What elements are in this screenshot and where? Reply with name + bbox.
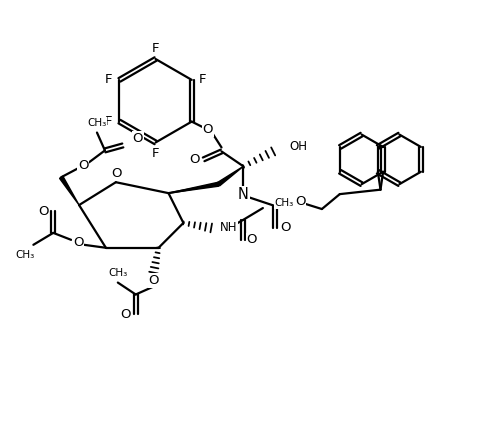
Text: O: O (202, 123, 213, 136)
Text: N: N (238, 187, 249, 202)
Text: F: F (105, 74, 112, 86)
Text: O: O (148, 274, 159, 287)
Text: CH₃: CH₃ (108, 267, 127, 278)
Text: O: O (190, 153, 200, 166)
Text: F: F (199, 74, 206, 86)
Polygon shape (218, 166, 244, 186)
Text: F: F (152, 147, 159, 160)
Text: CH₃: CH₃ (275, 198, 294, 208)
Polygon shape (59, 176, 79, 205)
Text: O: O (246, 233, 257, 246)
Text: O: O (121, 308, 131, 321)
Text: O: O (38, 205, 49, 218)
Text: O: O (280, 221, 291, 234)
Text: NH: NH (220, 221, 238, 234)
Text: O: O (78, 159, 88, 172)
Polygon shape (169, 182, 219, 193)
Text: O: O (295, 195, 305, 208)
Text: O: O (73, 237, 83, 249)
Text: OH: OH (289, 140, 307, 153)
Text: CH₃: CH₃ (87, 117, 107, 128)
Text: O: O (133, 132, 143, 145)
Text: F: F (152, 42, 159, 55)
Text: O: O (112, 167, 122, 180)
Text: CH₃: CH₃ (16, 250, 35, 260)
Text: F: F (105, 115, 112, 128)
